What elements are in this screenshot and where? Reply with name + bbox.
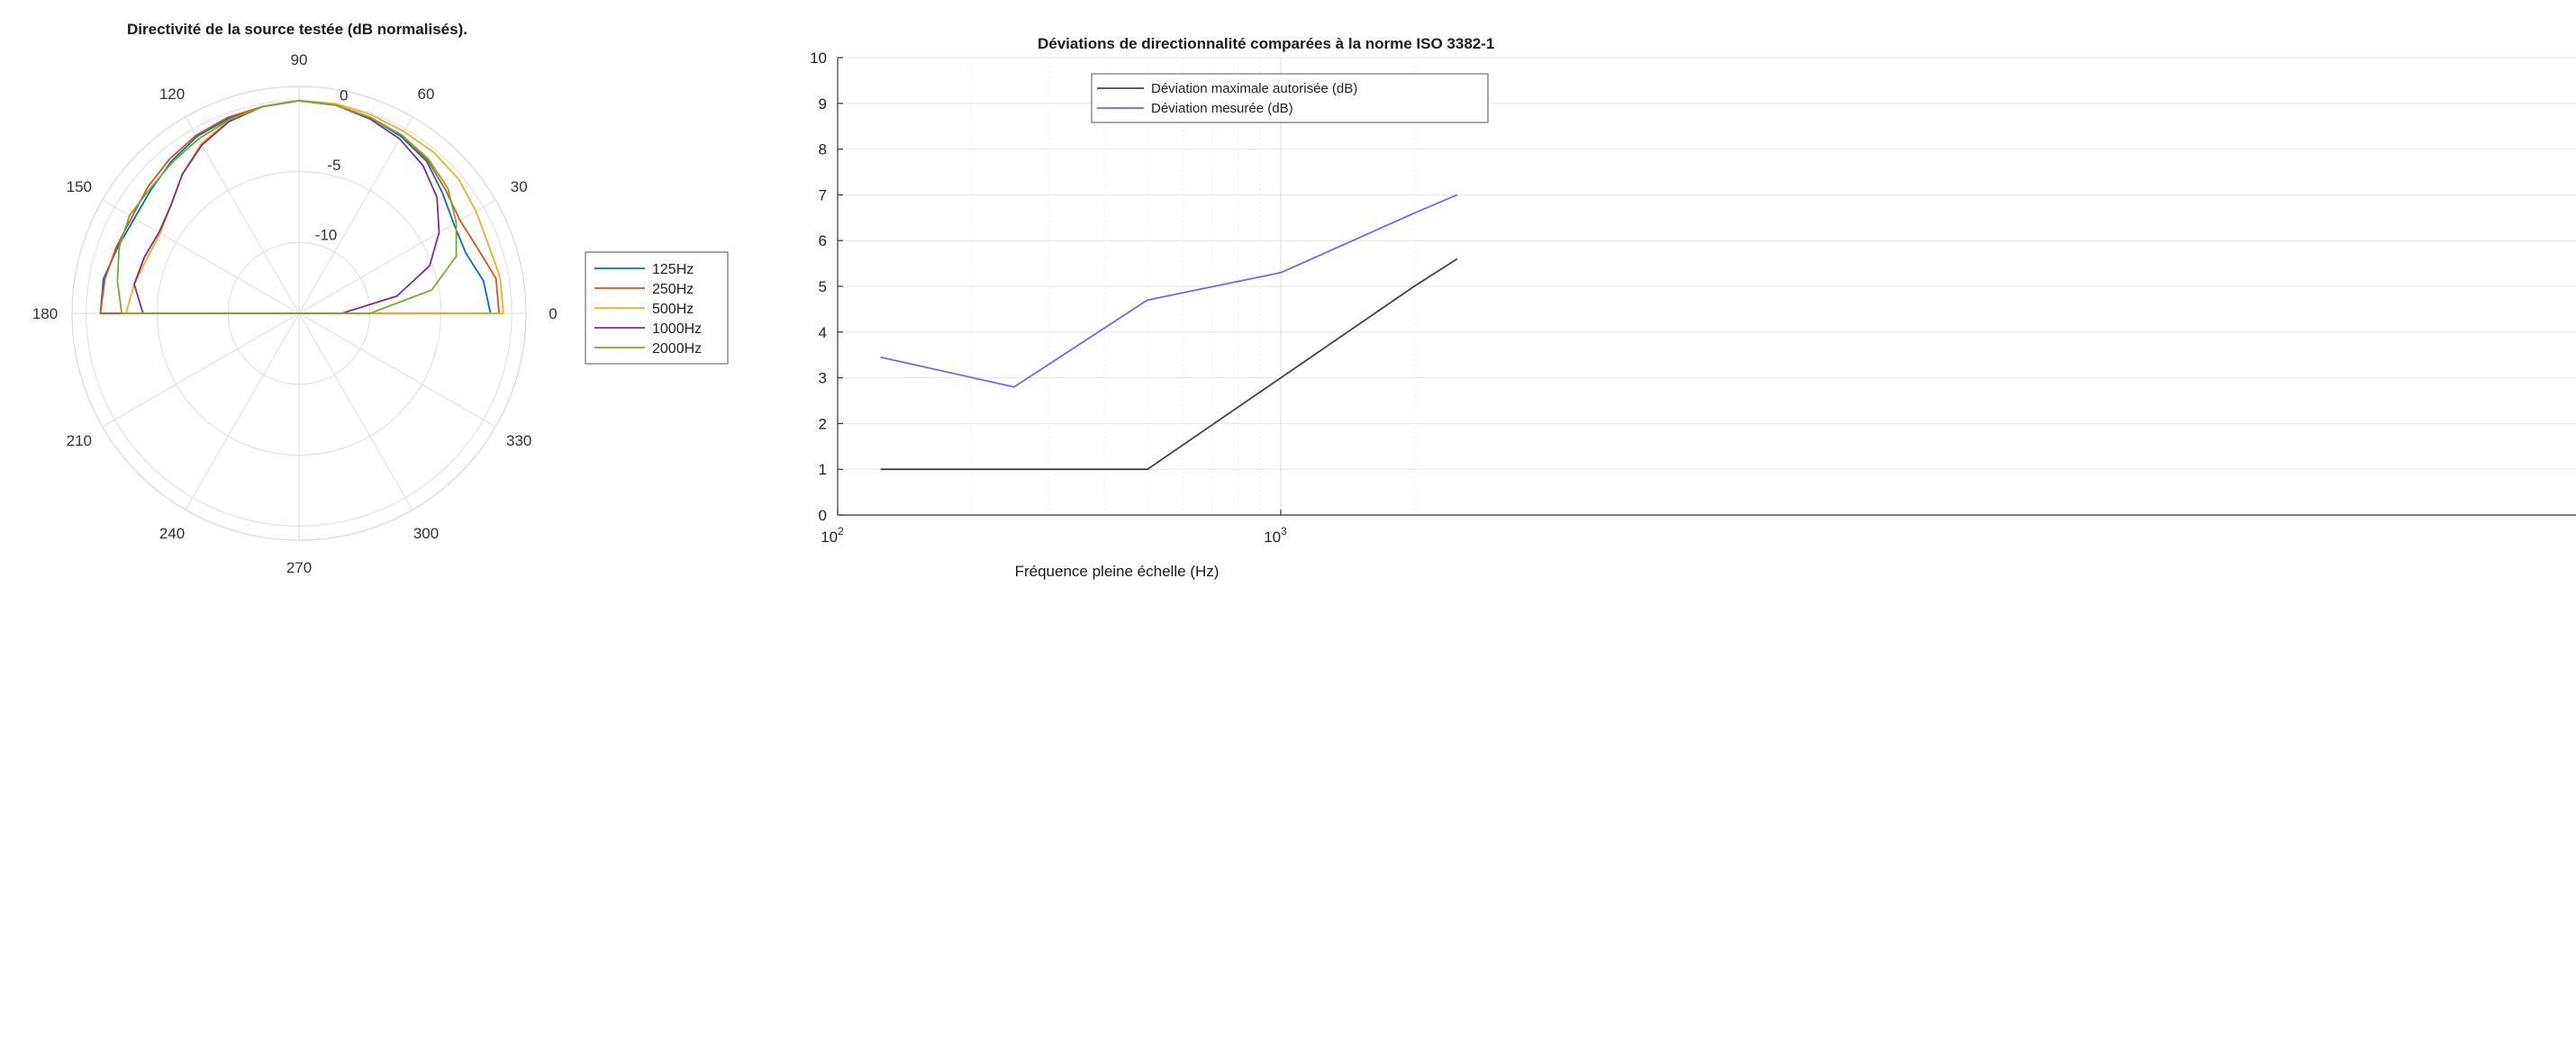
polar-theta-label: 210 xyxy=(67,432,92,449)
polar-legend: 125Hz 250Hz 500Hz 1000Hz 2000Hz xyxy=(585,251,729,365)
polar-theta-gridline xyxy=(298,312,413,511)
polar-theta-label: 270 xyxy=(286,559,312,576)
line-series-Déviation mesurée (dB) xyxy=(880,194,1458,388)
polar-series-250Hz xyxy=(99,99,500,314)
y-tick-label: 0 xyxy=(819,507,827,524)
polar-r-label: -10 xyxy=(315,226,338,243)
polar-tick-labels: 0 30 60 90 120 150 180 210 240 270 300 330 -10 -5 0 xyxy=(32,51,558,576)
y-tick-label: 7 xyxy=(819,186,827,203)
x-tick-label: 102 xyxy=(821,525,844,546)
polar-legend-label: 1000Hz xyxy=(652,321,702,337)
y-tick-label: 10 xyxy=(810,50,827,67)
polar-theta-gridline xyxy=(102,312,300,428)
polar-series-125Hz xyxy=(99,99,492,314)
line-chart-title: Déviations de directionnalité comparées … xyxy=(1038,35,1494,52)
polar-theta-label: 330 xyxy=(506,432,531,449)
line-legend: Déviation maximale autorisée (dB) Déviati… xyxy=(1091,73,1489,123)
y-tick-label: 8 xyxy=(819,141,827,158)
polar-legend-label: 250Hz xyxy=(652,282,694,297)
line-chart-xlabel: Fréquence pleine échelle (Hz) xyxy=(1015,563,1220,580)
polar-r-label: -5 xyxy=(327,157,340,174)
polar-theta-label: 120 xyxy=(159,86,185,103)
y-tick-label: 5 xyxy=(819,278,827,295)
line-legend-label: Déviation mesurée (dB) xyxy=(1151,101,1293,116)
polar-theta-gridline xyxy=(298,199,496,314)
polar-series-group xyxy=(99,99,504,314)
line-series-Déviation maximale autorisée (dB) xyxy=(880,258,1458,471)
y-tick-label: 4 xyxy=(819,324,827,341)
polar-chart-title: Directivité de la source testée (dB norm… xyxy=(127,21,467,38)
polar-theta-label: 300 xyxy=(413,525,439,542)
polar-theta-gridline xyxy=(102,199,300,314)
polar-theta-label: 90 xyxy=(291,51,308,68)
line-chart-grid xyxy=(837,57,2576,516)
polar-series-2000Hz xyxy=(116,99,458,314)
y-tick-label: 1 xyxy=(819,461,827,478)
y-tick-label: 9 xyxy=(819,95,827,113)
x-tick-label: 103 xyxy=(1264,525,1287,546)
polar-theta-label: 180 xyxy=(32,305,58,322)
polar-theta-gridline xyxy=(185,116,300,314)
polar-legend-label: 500Hz xyxy=(652,302,694,317)
polar-theta-gridline xyxy=(185,312,300,511)
line-legend-label: Déviation maximale autorisée (dB) xyxy=(1151,81,1357,96)
polar-legend-label: 2000Hz xyxy=(652,341,702,357)
polar-legend-label: 125Hz xyxy=(652,262,694,277)
polar-theta-label: 0 xyxy=(549,305,557,322)
y-tick-label: 6 xyxy=(819,232,827,249)
polar-directivity-chart: Directivité de la source testée (dB norm… xyxy=(32,21,729,576)
polar-theta-label: 60 xyxy=(418,86,435,103)
line-chart-axes: 0 1 2 3 4 5 6 7 8 9 10 102 103 xyxy=(810,50,2576,546)
y-tick-label: 2 xyxy=(819,415,827,432)
line-legend-box xyxy=(1091,73,1489,123)
polar-theta-gridline xyxy=(298,116,413,314)
line-series-group xyxy=(880,194,1458,471)
polar-theta-label: 240 xyxy=(159,525,185,542)
y-tick-label: 3 xyxy=(819,370,827,387)
polar-r-label: 0 xyxy=(340,86,348,104)
polar-theta-label: 150 xyxy=(67,178,92,195)
polar-grid xyxy=(71,86,527,541)
polar-theta-label: 30 xyxy=(511,178,528,195)
deviation-line-chart: 0 1 2 3 4 5 6 7 8 9 10 102 103 Déviation maximale au… xyxy=(810,35,2576,580)
polar-series-500Hz xyxy=(125,99,504,314)
polar-theta-gridline xyxy=(298,312,496,428)
